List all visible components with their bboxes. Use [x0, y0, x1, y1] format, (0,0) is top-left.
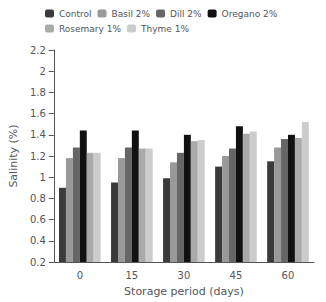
- svg-text:Thyme 1%: Thyme 1%: [140, 24, 189, 34]
- svg-text:15: 15: [125, 270, 138, 281]
- svg-text:1.6: 1.6: [30, 108, 46, 119]
- svg-text:2.2: 2.2: [30, 45, 46, 56]
- svg-text:Salinity (%): Salinity (%): [7, 124, 20, 187]
- svg-text:Dill 2%: Dill 2%: [170, 9, 202, 19]
- svg-text:2: 2: [39, 66, 45, 77]
- svg-text:Oregano 2%: Oregano 2%: [222, 9, 278, 19]
- svg-text:0.8: 0.8: [30, 193, 46, 204]
- svg-text:60: 60: [282, 270, 295, 281]
- svg-text:Rosemary 1%: Rosemary 1%: [59, 24, 121, 34]
- svg-text:1.4: 1.4: [30, 129, 46, 140]
- svg-text:Control: Control: [59, 9, 92, 19]
- svg-text:Storage period (days): Storage period (days): [124, 285, 244, 298]
- svg-text:0: 0: [77, 270, 83, 281]
- svg-text:1.2: 1.2: [30, 151, 46, 162]
- svg-text:1: 1: [39, 172, 45, 183]
- svg-text:30: 30: [178, 270, 191, 281]
- svg-text:0.4: 0.4: [30, 235, 46, 246]
- svg-text:0.6: 0.6: [30, 214, 46, 225]
- svg-text:Basil 2%: Basil 2%: [112, 9, 151, 19]
- svg-text:45: 45: [230, 270, 243, 281]
- svg-text:0.2: 0.2: [30, 257, 46, 268]
- svg-text:1.8: 1.8: [30, 87, 46, 98]
